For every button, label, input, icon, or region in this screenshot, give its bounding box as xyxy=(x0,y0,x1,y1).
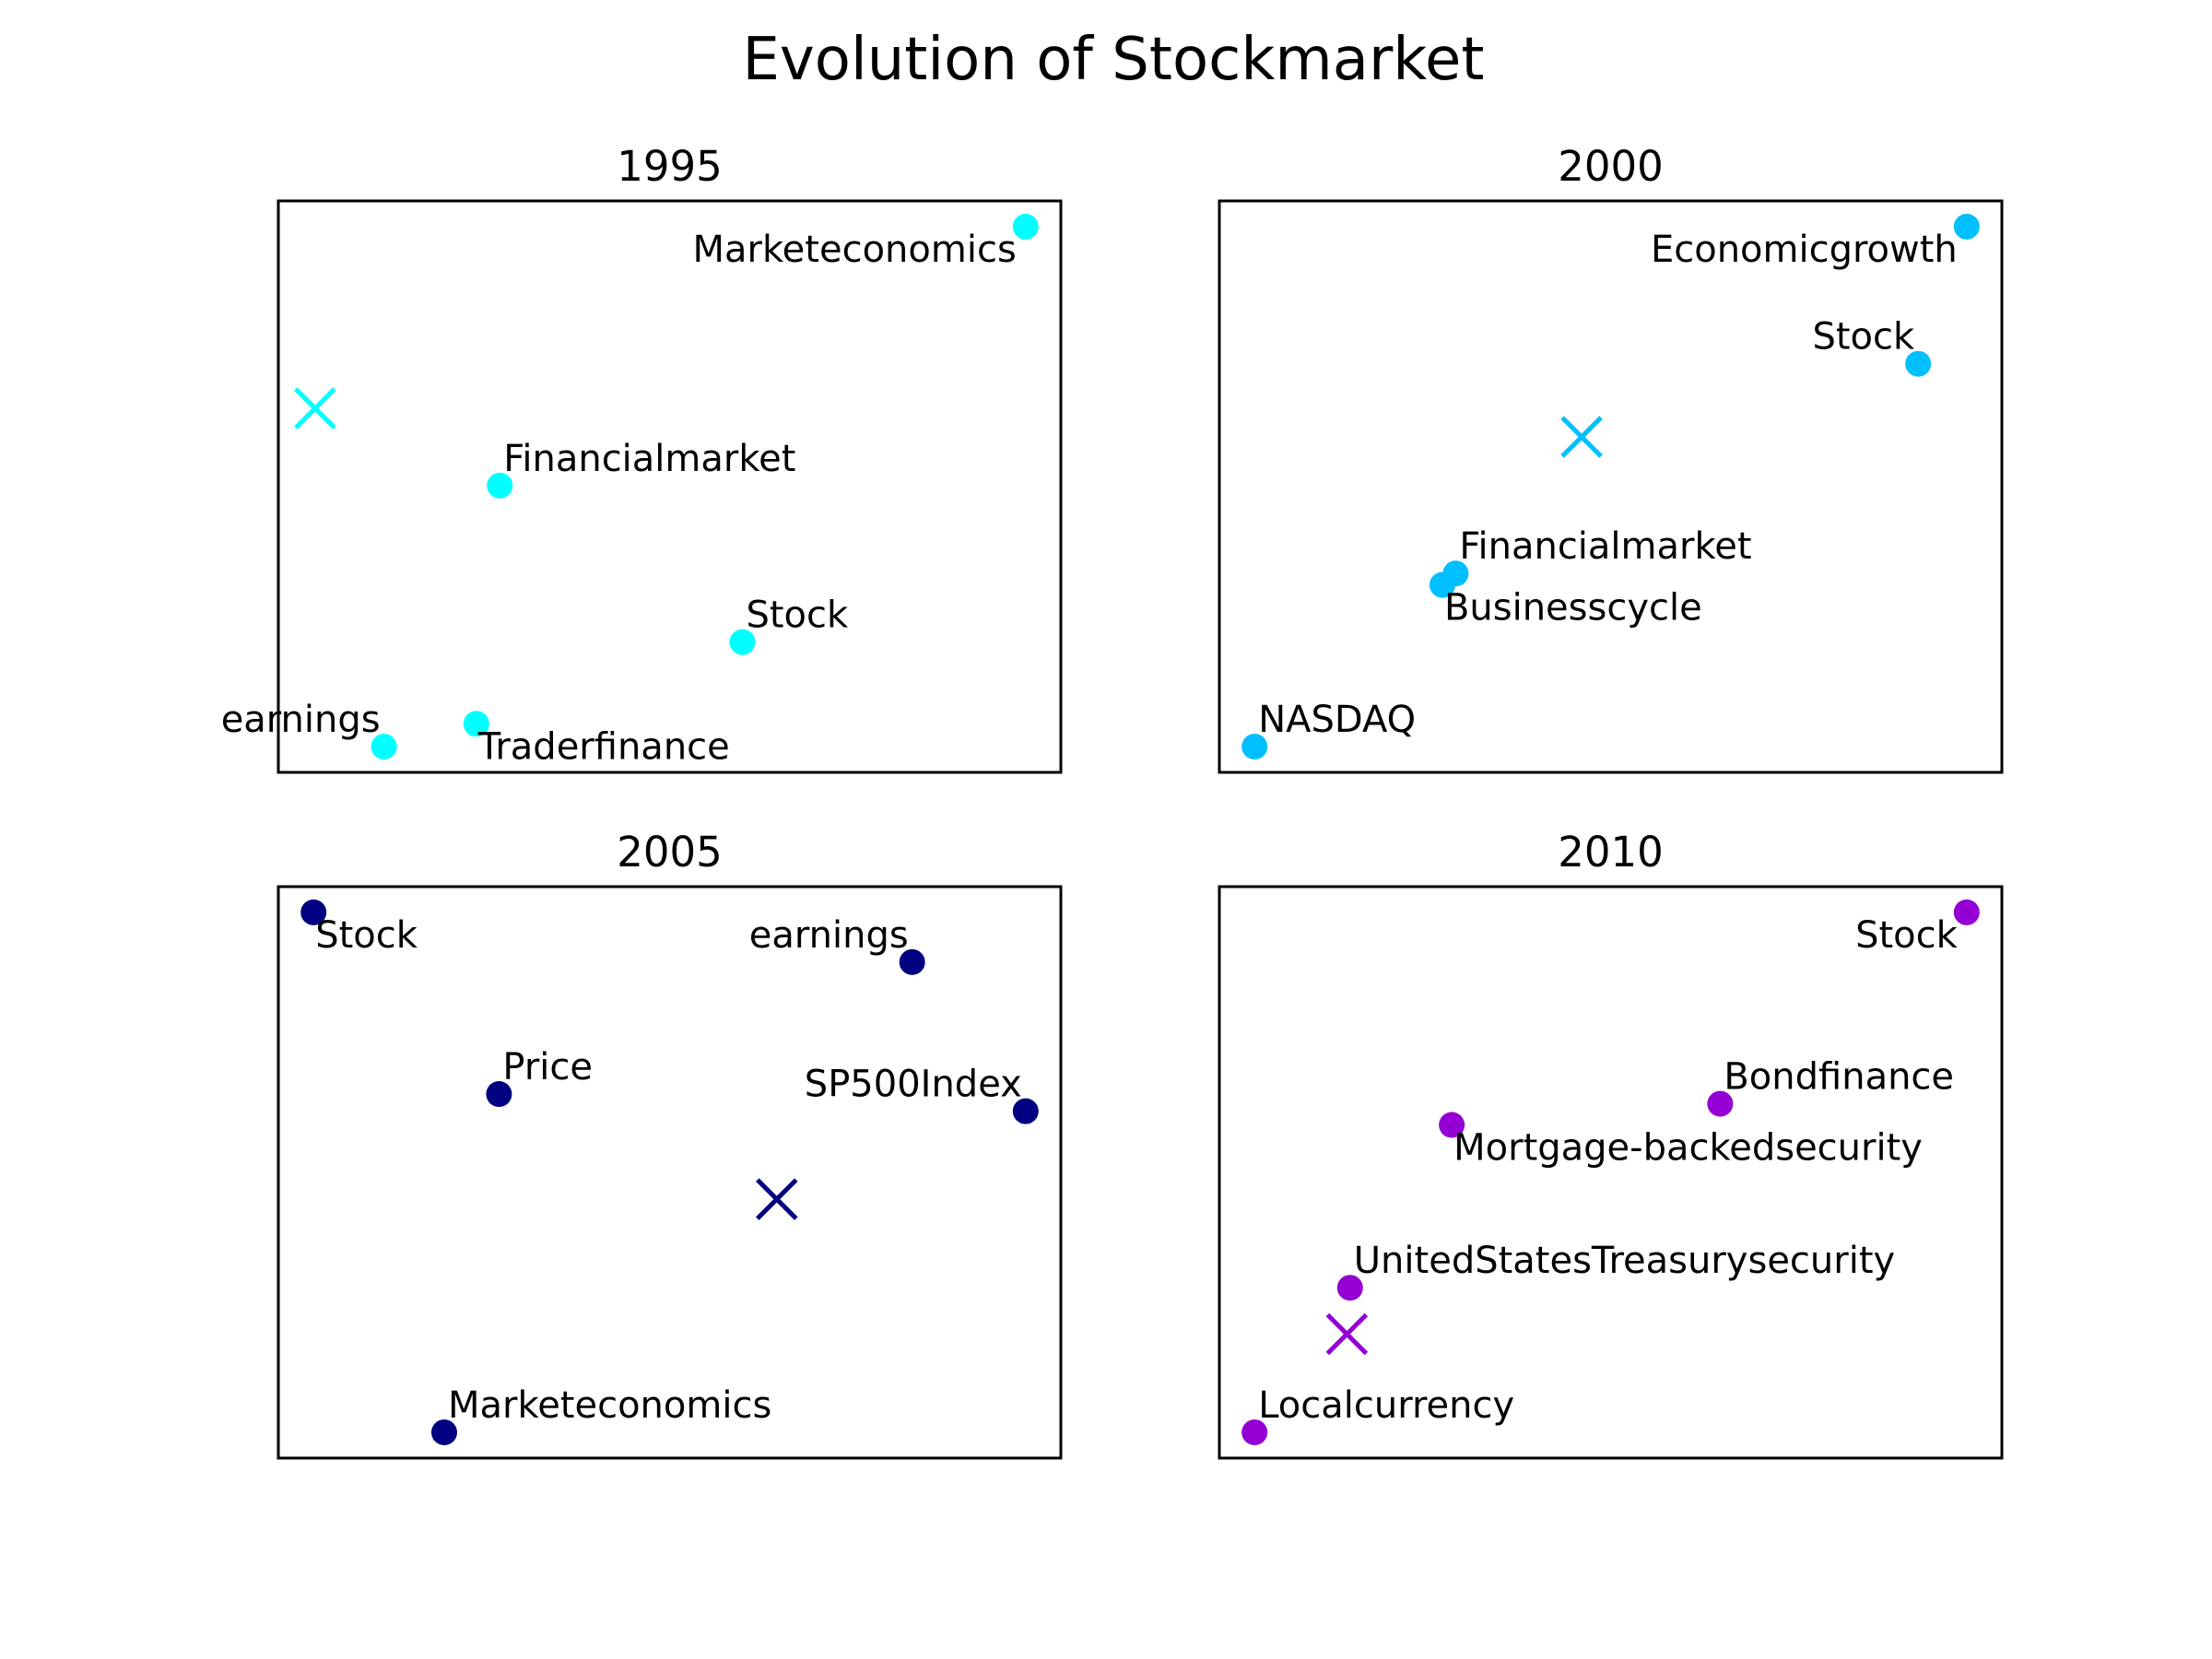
point-label: earnings xyxy=(749,914,909,957)
scatter-point xyxy=(300,899,327,925)
subplot-2010: 2010 Stock Bondfinance Mortgage-backedsecur… xyxy=(1218,828,2004,1460)
subplot-1995: 1995 Marketeconomics Financialmarket Stock e… xyxy=(221,142,1063,774)
point-label: Stock xyxy=(746,594,849,637)
point-label: Financialmarket xyxy=(1459,525,1751,568)
point-label: Localcurrency xyxy=(1258,1384,1514,1427)
subplot-2005: 2005 Stock earnings Price SP500Index Marketec… xyxy=(276,828,1063,1460)
scatter-point xyxy=(1905,350,1932,377)
point-label: Stock xyxy=(315,914,418,957)
scatter-point xyxy=(1241,734,1268,760)
subplot-title: 1995 xyxy=(617,142,723,191)
scatter-point xyxy=(1012,213,1039,240)
scatter-point xyxy=(1439,1112,1465,1138)
scatter-point xyxy=(1953,213,1980,240)
axes-frame xyxy=(1218,199,2004,774)
centroid-marker xyxy=(1325,1312,1369,1356)
subplot-title: 2010 xyxy=(1558,828,1664,877)
point-label: UnitedStatesTreasurysecurity xyxy=(1354,1240,1895,1282)
figure-title: Evolution of Stockmarket xyxy=(742,26,1484,94)
axes-frame xyxy=(276,199,1063,774)
scatter-point xyxy=(1429,571,1455,598)
scatter-point xyxy=(1953,899,1980,925)
scatter-point xyxy=(463,711,489,737)
point-label: Businesscycle xyxy=(1444,587,1702,629)
point-label: Economicgrowth xyxy=(1651,229,1958,271)
centroid-marker xyxy=(1560,416,1603,458)
point-label: NASDAQ xyxy=(1258,699,1416,741)
scatter-point xyxy=(487,472,513,499)
point-label: SP500Index xyxy=(805,1064,1022,1106)
point-label: Financialmarket xyxy=(503,438,795,480)
point-label: Mortgage-backedsecurity xyxy=(1453,1127,1923,1170)
axes-frame xyxy=(276,885,1063,1460)
scatter-point xyxy=(1707,1090,1734,1117)
subplot-title: 2005 xyxy=(617,828,723,877)
point-label: Marketeconomics xyxy=(448,1384,771,1427)
point-label: Stock xyxy=(1855,914,1959,957)
scatter-point xyxy=(899,948,925,975)
subplot-grid: 1995 Marketeconomics Financialmarket Stock e… xyxy=(221,142,2004,1460)
subplot-title: 2000 xyxy=(1558,142,1664,191)
point-label: Marketeconomics xyxy=(692,229,1016,271)
point-label: earnings xyxy=(221,699,381,741)
axes-frame xyxy=(1218,885,2004,1460)
point-label: Stock xyxy=(1812,316,1915,359)
subplot-2000: 2000 Economicgrowth Stock Financialmarket Bu… xyxy=(1218,142,2004,774)
point-label: Traderfinance xyxy=(477,725,730,768)
scatter-point xyxy=(430,1419,457,1446)
scatter-point xyxy=(1012,1098,1039,1124)
scatter-point xyxy=(371,734,397,760)
scatter-point xyxy=(729,629,756,655)
centroid-marker xyxy=(756,1178,798,1220)
scatter-point xyxy=(1336,1275,1363,1301)
point-label: Bondfinance xyxy=(1724,1056,1954,1099)
scatter-point xyxy=(486,1081,512,1108)
centroid-marker xyxy=(294,387,336,429)
scatter-point xyxy=(1241,1419,1268,1446)
point-label: Price xyxy=(502,1046,593,1088)
